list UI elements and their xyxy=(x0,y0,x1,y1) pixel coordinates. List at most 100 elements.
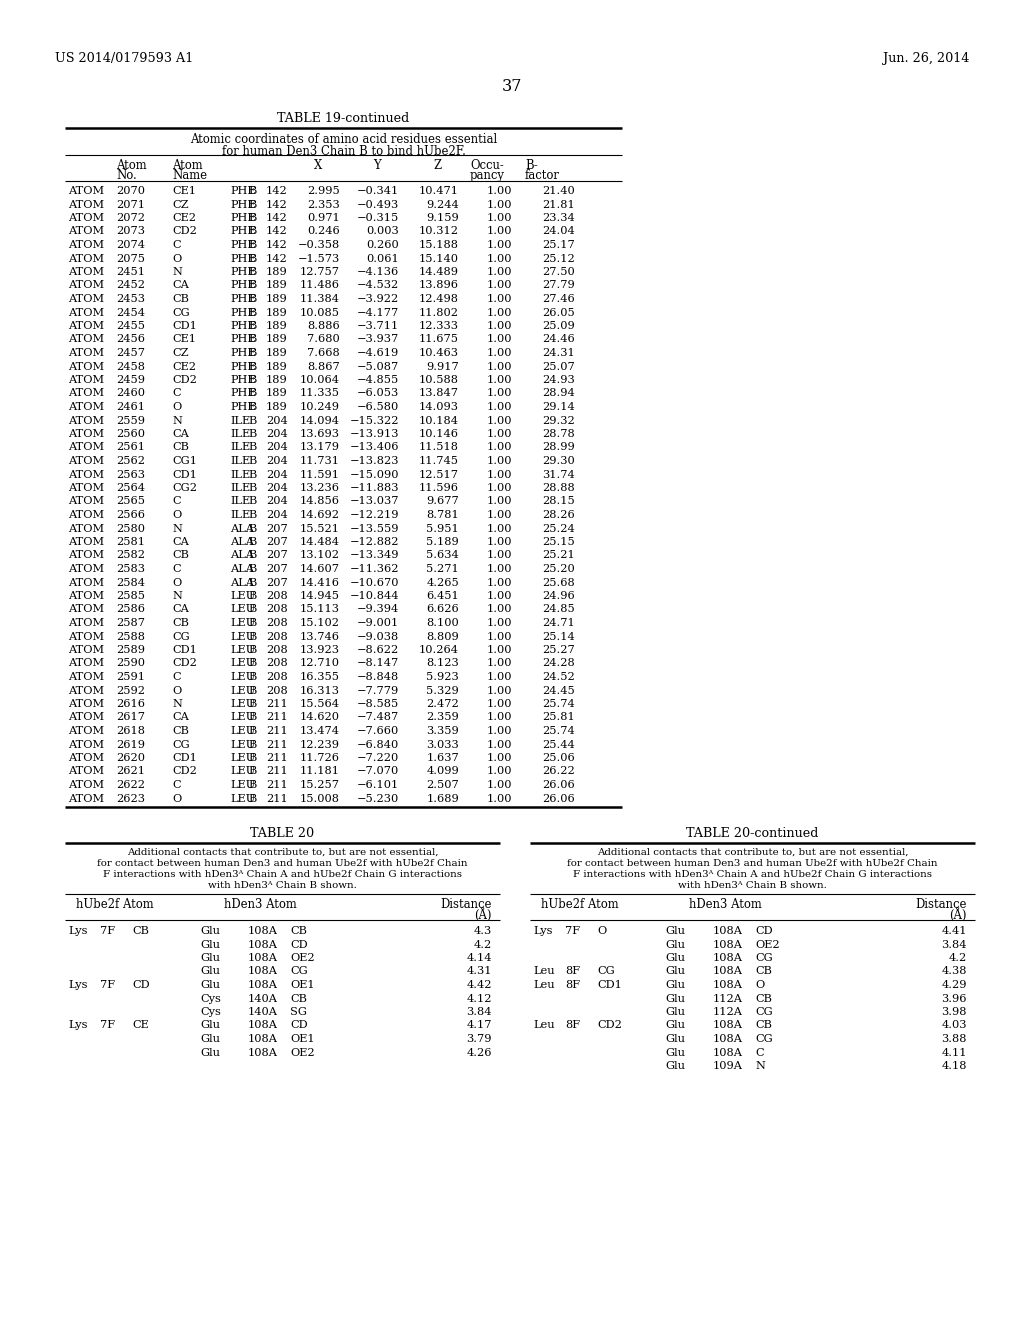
Text: 4.3: 4.3 xyxy=(474,927,492,936)
Text: B: B xyxy=(248,416,256,425)
Text: 2074: 2074 xyxy=(116,240,145,249)
Text: 31.74: 31.74 xyxy=(543,470,575,479)
Text: 211: 211 xyxy=(266,767,288,776)
Text: LEU: LEU xyxy=(230,659,255,668)
Text: 2592: 2592 xyxy=(116,685,145,696)
Text: B: B xyxy=(248,767,256,776)
Text: B: B xyxy=(248,591,256,601)
Text: PHE: PHE xyxy=(230,240,256,249)
Text: 189: 189 xyxy=(266,375,288,385)
Text: Glu: Glu xyxy=(200,940,220,949)
Text: 1.00: 1.00 xyxy=(486,510,512,520)
Text: OE1: OE1 xyxy=(290,979,314,990)
Text: 25.21: 25.21 xyxy=(543,550,575,561)
Text: Occu-: Occu- xyxy=(470,158,504,172)
Text: 3.84: 3.84 xyxy=(941,940,967,949)
Text: LEU: LEU xyxy=(230,631,255,642)
Text: −8.848: −8.848 xyxy=(356,672,399,682)
Text: 208: 208 xyxy=(266,618,288,628)
Text: 25.14: 25.14 xyxy=(543,631,575,642)
Text: 3.79: 3.79 xyxy=(467,1034,492,1044)
Text: B: B xyxy=(248,713,256,722)
Text: pancy: pancy xyxy=(470,169,505,182)
Text: CB: CB xyxy=(172,618,189,628)
Text: ATOM: ATOM xyxy=(68,524,104,533)
Text: −15.322: −15.322 xyxy=(349,416,399,425)
Text: LEU: LEU xyxy=(230,726,255,737)
Text: ATOM: ATOM xyxy=(68,618,104,628)
Text: PHE: PHE xyxy=(230,267,256,277)
Text: O: O xyxy=(172,253,181,264)
Text: B: B xyxy=(248,618,256,628)
Text: B: B xyxy=(248,362,256,371)
Text: 2588: 2588 xyxy=(116,631,145,642)
Text: 29.14: 29.14 xyxy=(543,403,575,412)
Text: ATOM: ATOM xyxy=(68,685,104,696)
Text: Glu: Glu xyxy=(200,927,220,936)
Text: 15.564: 15.564 xyxy=(300,700,340,709)
Text: 2563: 2563 xyxy=(116,470,145,479)
Text: 14.945: 14.945 xyxy=(300,591,340,601)
Text: LEU: LEU xyxy=(230,767,255,776)
Text: −13.913: −13.913 xyxy=(349,429,399,440)
Text: C: C xyxy=(755,1048,764,1057)
Text: 108A: 108A xyxy=(248,979,278,990)
Text: 2560: 2560 xyxy=(116,429,145,440)
Text: Glu: Glu xyxy=(665,1048,685,1057)
Text: B: B xyxy=(248,281,256,290)
Text: CD: CD xyxy=(290,940,307,949)
Text: 2562: 2562 xyxy=(116,455,145,466)
Text: ATOM: ATOM xyxy=(68,186,104,195)
Text: 15.188: 15.188 xyxy=(419,240,459,249)
Text: B: B xyxy=(248,240,256,249)
Text: −5.230: −5.230 xyxy=(356,793,399,804)
Text: 0.260: 0.260 xyxy=(367,240,399,249)
Text: 207: 207 xyxy=(266,564,288,574)
Text: ATOM: ATOM xyxy=(68,416,104,425)
Text: 14.484: 14.484 xyxy=(300,537,340,546)
Text: 108A: 108A xyxy=(713,953,743,964)
Text: 1.00: 1.00 xyxy=(486,470,512,479)
Text: 204: 204 xyxy=(266,442,288,453)
Text: 10.312: 10.312 xyxy=(419,227,459,236)
Text: 108A: 108A xyxy=(248,1048,278,1057)
Text: ATOM: ATOM xyxy=(68,564,104,574)
Text: 13.179: 13.179 xyxy=(300,442,340,453)
Text: Glu: Glu xyxy=(665,979,685,990)
Text: 14.093: 14.093 xyxy=(419,403,459,412)
Text: O: O xyxy=(172,510,181,520)
Text: 108A: 108A xyxy=(248,966,278,977)
Text: 1.00: 1.00 xyxy=(486,375,512,385)
Text: CZ: CZ xyxy=(172,199,188,210)
Text: −8.622: −8.622 xyxy=(356,645,399,655)
Text: ATOM: ATOM xyxy=(68,199,104,210)
Text: 204: 204 xyxy=(266,470,288,479)
Text: Glu: Glu xyxy=(200,979,220,990)
Text: ATOM: ATOM xyxy=(68,334,104,345)
Text: for contact between human Den3 and human Ube2f with hUbe2f Chain: for contact between human Den3 and human… xyxy=(97,859,468,869)
Text: 208: 208 xyxy=(266,672,288,682)
Text: B: B xyxy=(248,348,256,358)
Text: 2458: 2458 xyxy=(116,362,145,371)
Text: 1.00: 1.00 xyxy=(486,281,512,290)
Text: 1.00: 1.00 xyxy=(486,578,512,587)
Text: ATOM: ATOM xyxy=(68,739,104,750)
Text: Leu: Leu xyxy=(534,979,555,990)
Text: CB: CB xyxy=(290,994,307,1003)
Text: 25.74: 25.74 xyxy=(543,700,575,709)
Text: CE1: CE1 xyxy=(172,186,196,195)
Text: CD1: CD1 xyxy=(597,979,622,990)
Text: 189: 189 xyxy=(266,362,288,371)
Text: 28.15: 28.15 xyxy=(543,496,575,507)
Text: ILE: ILE xyxy=(230,416,250,425)
Text: CD2: CD2 xyxy=(172,227,197,236)
Text: CD2: CD2 xyxy=(172,767,197,776)
Text: 208: 208 xyxy=(266,591,288,601)
Text: 12.333: 12.333 xyxy=(419,321,459,331)
Text: LEU: LEU xyxy=(230,672,255,682)
Text: B: B xyxy=(248,455,256,466)
Text: B: B xyxy=(248,685,256,696)
Text: CD1: CD1 xyxy=(172,645,197,655)
Text: 11.591: 11.591 xyxy=(300,470,340,479)
Text: CB: CB xyxy=(755,966,772,977)
